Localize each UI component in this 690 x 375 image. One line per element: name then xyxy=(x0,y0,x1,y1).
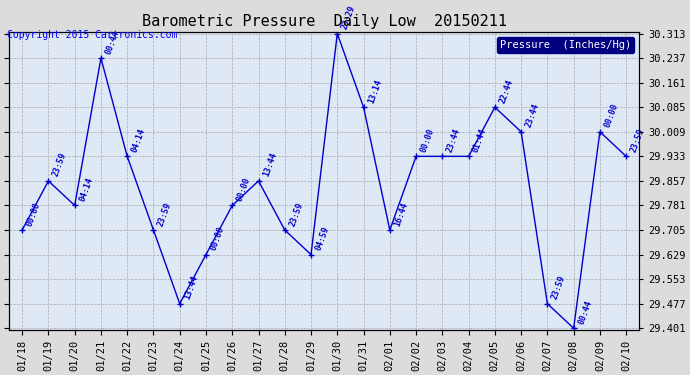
Text: 13:44: 13:44 xyxy=(262,152,278,178)
Text: 00:00: 00:00 xyxy=(602,102,620,129)
Text: 23:44: 23:44 xyxy=(445,127,462,154)
Text: 23:29: 23:29 xyxy=(340,4,357,31)
Text: 00:00: 00:00 xyxy=(419,127,436,154)
Text: 00:44: 00:44 xyxy=(576,299,593,326)
Text: 04:14: 04:14 xyxy=(77,176,95,203)
Text: 23:59: 23:59 xyxy=(288,201,304,227)
Text: 23:44: 23:44 xyxy=(524,102,541,129)
Text: 00:00: 00:00 xyxy=(209,225,226,252)
Text: 22:44: 22:44 xyxy=(497,78,515,105)
Text: 04:59: 04:59 xyxy=(314,225,331,252)
Text: 13:14: 13:14 xyxy=(366,78,384,105)
Text: 00:44: 00:44 xyxy=(104,29,121,56)
Text: 23:59: 23:59 xyxy=(550,274,567,301)
Text: 23:59: 23:59 xyxy=(629,127,646,154)
Title: Barometric Pressure  Daily Low  20150211: Barometric Pressure Daily Low 20150211 xyxy=(141,14,506,29)
Text: 16:44: 16:44 xyxy=(393,201,410,227)
Text: 23:59: 23:59 xyxy=(156,201,173,227)
Text: 13:44: 13:44 xyxy=(183,274,199,301)
Legend: Pressure  (Inches/Hg): Pressure (Inches/Hg) xyxy=(497,37,634,53)
Text: 23:59: 23:59 xyxy=(51,152,68,178)
Text: 00:00: 00:00 xyxy=(235,176,252,203)
Text: 00:00: 00:00 xyxy=(25,201,42,227)
Text: Copyright 2015 Cartronics.com: Copyright 2015 Cartronics.com xyxy=(7,30,177,39)
Text: 04:14: 04:14 xyxy=(130,127,147,154)
Text: 01:44: 01:44 xyxy=(471,127,489,154)
